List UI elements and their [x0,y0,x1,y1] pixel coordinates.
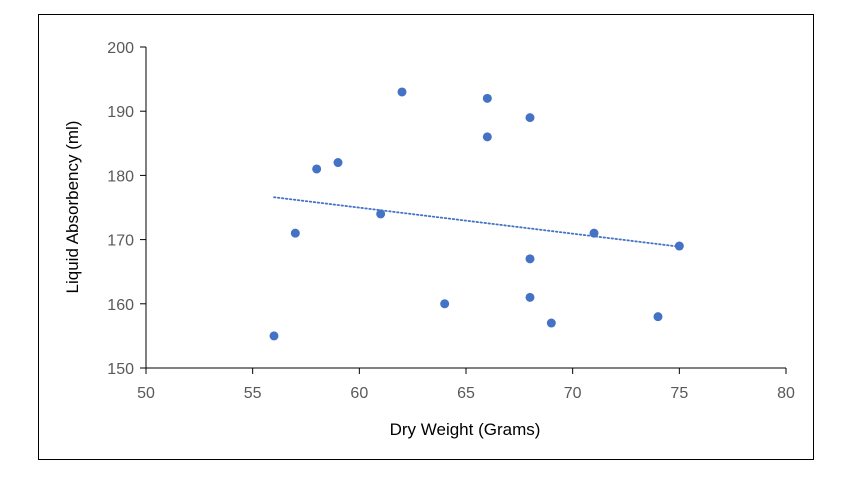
data-point [546,318,556,328]
data-points [269,87,684,341]
data-point [269,331,279,341]
data-point [312,164,322,174]
x-tick-label: 80 [777,385,795,402]
y-tick-label: 200 [107,40,134,57]
data-point [653,312,663,322]
data-point [525,292,535,302]
data-point [525,113,535,123]
y-tick-label: 180 [107,168,134,185]
x-tick-label: 70 [564,385,582,402]
data-point [290,228,300,238]
y-tick-label: 170 [107,233,134,250]
data-point [482,132,492,142]
chart-frame [38,14,814,460]
x-tick-label: 55 [244,385,262,402]
x-axis-title: Dry Weight (Grams) [390,420,541,439]
x-tick-label: 60 [350,385,368,402]
x-tick-label: 65 [457,385,475,402]
data-point [333,158,343,168]
data-point [589,228,599,238]
x-tick-label: 50 [137,385,155,402]
y-tick-label: 150 [107,361,134,378]
trendline [273,196,681,248]
data-point [525,254,535,264]
trendline-group [273,196,681,248]
y-tick-label: 190 [107,104,134,121]
data-point [376,209,386,219]
data-point [440,299,450,309]
x-tick-label: 75 [670,385,688,402]
data-point [482,93,492,103]
data-point [674,241,684,251]
y-axis-title: Liquid Absorbency (ml) [63,121,82,294]
axes: 150 160 170 180 190 200 50 55 60 65 70 75 80 [107,40,795,402]
y-tick-label: 160 [107,297,134,314]
data-point [397,87,407,97]
